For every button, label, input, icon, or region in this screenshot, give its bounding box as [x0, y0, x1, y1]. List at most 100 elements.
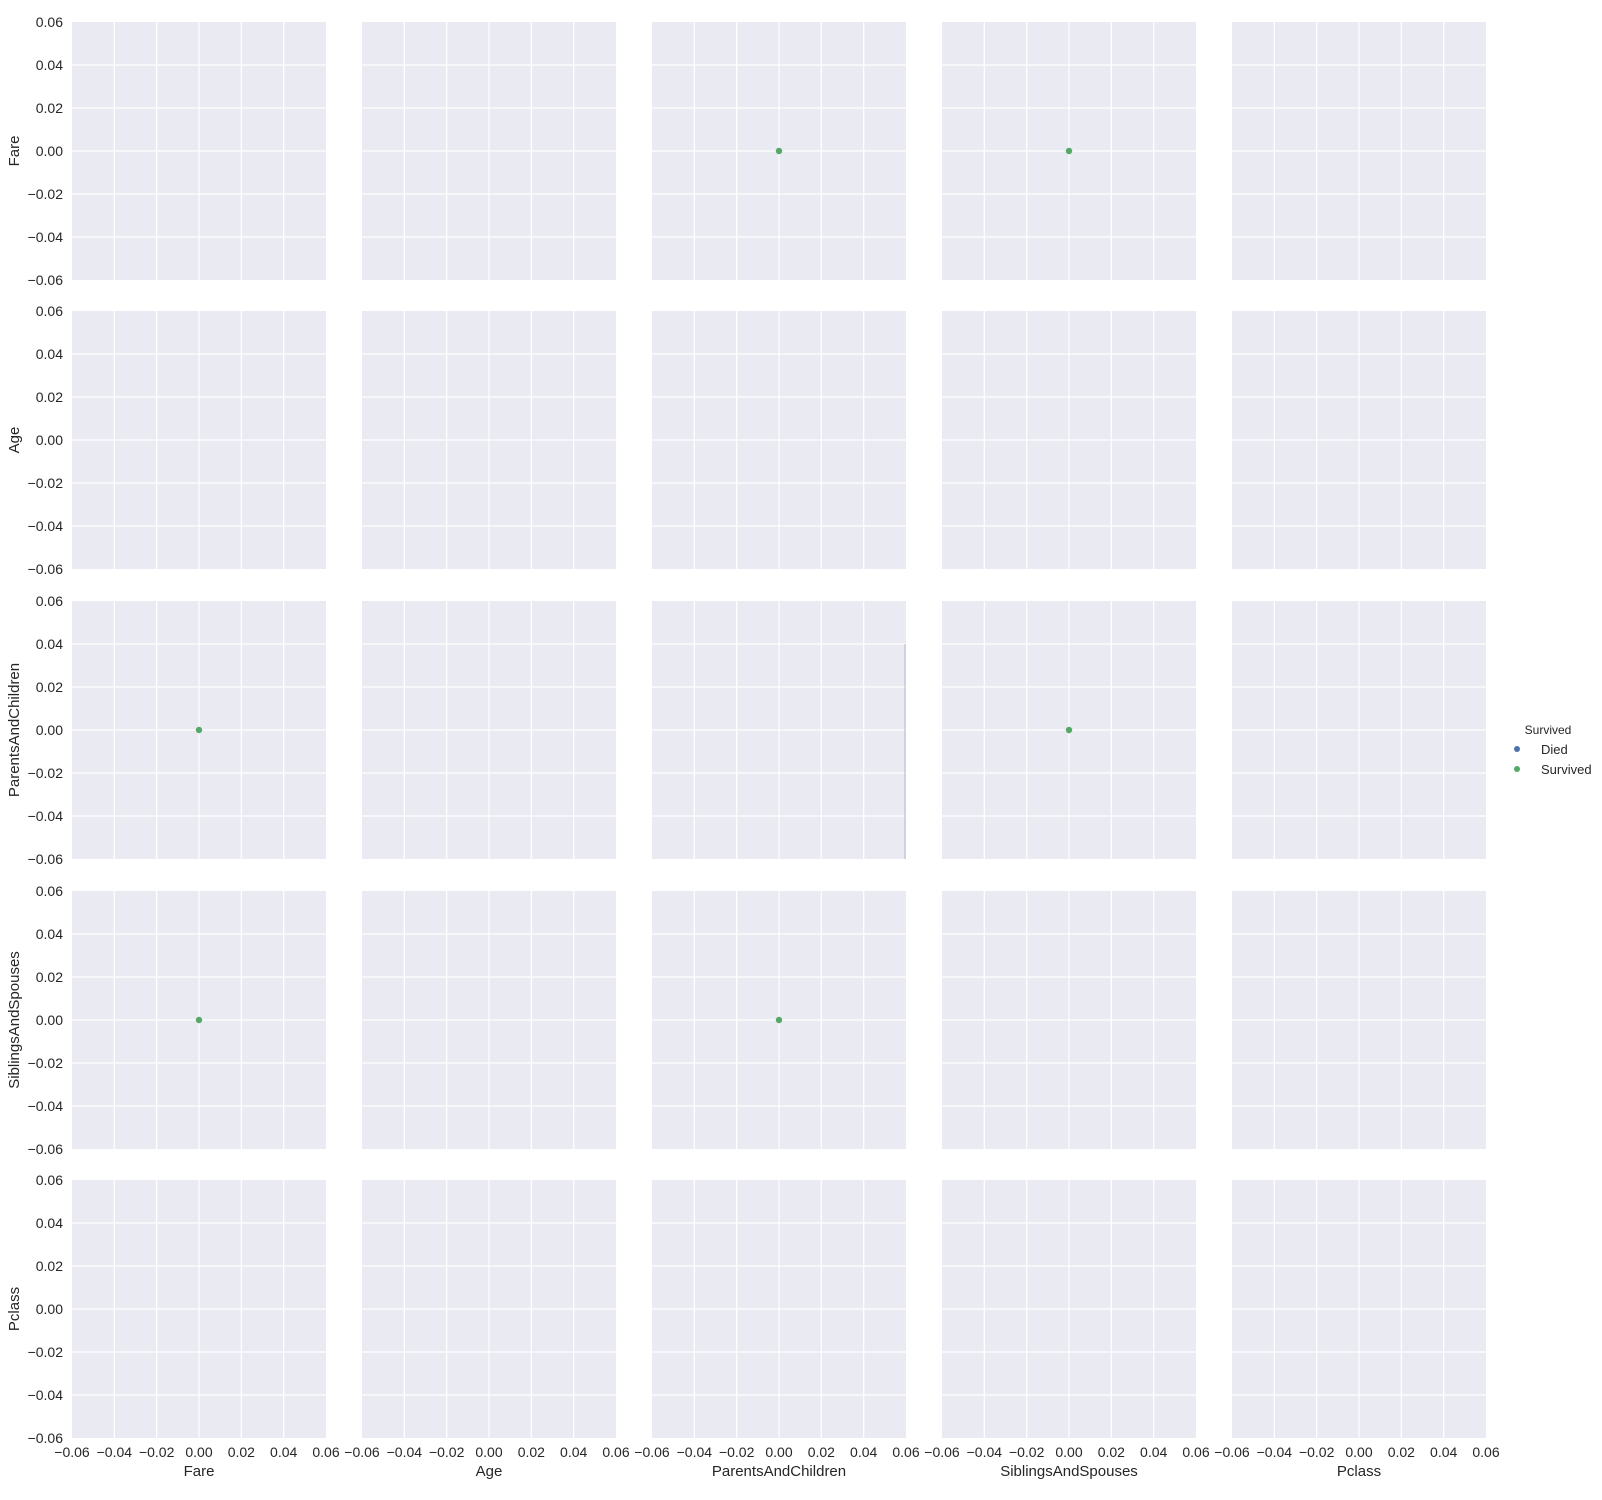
x-tick-label: −0.02 — [1299, 1444, 1335, 1460]
y-tick-label: −0.02 — [28, 186, 64, 202]
y-tick-label: −0.02 — [28, 1055, 64, 1071]
y-tick-label: 0.04 — [36, 57, 63, 73]
y-tick-label: −0.06 — [28, 1141, 64, 1157]
x-tick-label: 0.00 — [765, 1444, 792, 1460]
y-tick-label: 0.06 — [36, 14, 63, 30]
x-tick-label: 0.06 — [602, 1444, 629, 1460]
x-tick-label: 0.04 — [1140, 1444, 1167, 1460]
x-tick-label: 0.00 — [475, 1444, 502, 1460]
y-tick-label: −0.04 — [28, 229, 64, 245]
y-tick-label: 0.06 — [36, 883, 63, 899]
x-tick-label: 0.02 — [808, 1444, 835, 1460]
y-tick-label: 0.02 — [36, 679, 63, 695]
x-tick-label: 0.00 — [1345, 1444, 1372, 1460]
y-tick-label: 0.04 — [36, 926, 63, 942]
y-tick-label: −0.02 — [28, 475, 64, 491]
y-tick-label: 0.00 — [36, 1301, 63, 1317]
x-axis-label-Fare: Fare — [184, 1463, 215, 1480]
x-tick-label: 0.02 — [228, 1444, 255, 1460]
x-tick-label: 0.02 — [518, 1444, 545, 1460]
y-tick-label: 0.02 — [36, 389, 63, 405]
panel-Pclass-vs-Pclass — [1232, 1180, 1486, 1438]
panel-Pclass-vs-Fare — [72, 1180, 326, 1438]
x-tick-label: 0.04 — [850, 1444, 877, 1460]
x-tick-label: 0.06 — [892, 1444, 919, 1460]
y-tick-label: 0.04 — [36, 346, 63, 362]
panel-Age-vs-Fare — [72, 311, 326, 569]
y-tick-label: −0.02 — [28, 1344, 64, 1360]
y-axis-label-ParentsAndChildren: ParentsAndChildren — [6, 663, 23, 797]
scatter-point-3 — [1065, 726, 1073, 734]
y-tick-label: 0.02 — [36, 1258, 63, 1274]
x-axis-label-SiblingsAndSpouses: SiblingsAndSpouses — [1000, 1463, 1138, 1480]
y-tick-label: 0.06 — [36, 593, 63, 609]
legend-label-died: Died — [1541, 742, 1568, 757]
x-tick-label: −0.06 — [344, 1444, 380, 1460]
panel-Age-vs-ParentsAndChildren — [652, 311, 906, 569]
scatter-point-4 — [195, 1016, 203, 1024]
panel-SiblingsAndSpouses-vs-Age — [362, 891, 616, 1149]
panel-Age-vs-Age — [362, 311, 616, 569]
legend-marker-survived — [1514, 766, 1520, 772]
x-tick-label: 0.00 — [185, 1444, 212, 1460]
y-tick-label: −0.06 — [28, 272, 64, 288]
scatter-point-2 — [195, 726, 203, 734]
y-tick-label: −0.04 — [28, 1098, 64, 1114]
y-tick-label: 0.04 — [36, 1215, 63, 1231]
y-tick-label: −0.06 — [28, 561, 64, 577]
y-axis-label-Fare: Fare — [6, 136, 23, 167]
y-tick-label: −0.04 — [28, 518, 64, 534]
panel-Fare-vs-Fare — [72, 22, 326, 280]
y-tick-label: 0.00 — [36, 432, 63, 448]
y-tick-label: 0.06 — [36, 303, 63, 319]
y-axis-label-SiblingsAndSpouses: SiblingsAndSpouses — [6, 951, 23, 1089]
y-tick-label: 0.00 — [36, 722, 63, 738]
panel-Age-vs-Pclass — [1232, 311, 1486, 569]
y-tick-label: −0.06 — [28, 851, 64, 867]
panel-ParentsAndChildren-vs-ParentsAndChildren — [652, 601, 906, 859]
y-tick-label: 0.06 — [36, 1172, 63, 1188]
legend: Survived Died Survived — [1514, 723, 1592, 777]
panel-SiblingsAndSpouses-vs-SiblingsAndSpouses — [942, 891, 1196, 1149]
x-tick-label: −0.06 — [1214, 1444, 1250, 1460]
x-tick-label: −0.02 — [429, 1444, 465, 1460]
legend-title: Survived — [1525, 723, 1572, 737]
x-tick-label: 0.04 — [270, 1444, 297, 1460]
x-axis-label-Age: Age — [476, 1463, 503, 1480]
y-tick-label: 0.02 — [36, 100, 63, 116]
y-tick-label: 0.00 — [36, 143, 63, 159]
panel-ParentsAndChildren-vs-Age — [362, 601, 616, 859]
x-tick-label: 0.06 — [312, 1444, 339, 1460]
panel-Age-vs-SiblingsAndSpouses — [942, 311, 1196, 569]
x-tick-label: 0.00 — [1055, 1444, 1082, 1460]
panel-Pclass-vs-ParentsAndChildren — [652, 1180, 906, 1438]
x-tick-label: 0.04 — [1430, 1444, 1457, 1460]
y-tick-label: −0.04 — [28, 808, 64, 824]
x-tick-label: 0.02 — [1388, 1444, 1415, 1460]
x-tick-label: −0.06 — [634, 1444, 670, 1460]
y-tick-label: 0.04 — [36, 636, 63, 652]
scatter-point-1 — [1065, 147, 1073, 155]
x-axis-label-Pclass: Pclass — [1337, 1463, 1381, 1480]
y-axis-label-Pclass: Pclass — [6, 1287, 23, 1331]
x-tick-label: −0.04 — [97, 1444, 133, 1460]
panel-Pclass-vs-SiblingsAndSpouses — [942, 1180, 1196, 1438]
scatter-point-0 — [775, 147, 783, 155]
legend-marker-died — [1514, 746, 1520, 752]
x-tick-label: 0.06 — [1472, 1444, 1499, 1460]
x-tick-label: −0.04 — [967, 1444, 1003, 1460]
panel-Fare-vs-Age — [362, 22, 616, 280]
x-tick-label: −0.04 — [1257, 1444, 1293, 1460]
panel-Fare-vs-Pclass — [1232, 22, 1486, 280]
x-tick-label: 0.02 — [1098, 1444, 1125, 1460]
scatter-point-5 — [775, 1016, 783, 1024]
y-tick-label: −0.02 — [28, 765, 64, 781]
panel-SiblingsAndSpouses-vs-Pclass — [1232, 891, 1486, 1149]
panel-Pclass-vs-Age — [362, 1180, 616, 1438]
y-axis-label-Age: Age — [6, 427, 23, 454]
legend-label-survived: Survived — [1541, 762, 1592, 777]
x-tick-label: −0.06 — [54, 1444, 90, 1460]
x-tick-label: −0.06 — [924, 1444, 960, 1460]
y-tick-label: −0.04 — [28, 1387, 64, 1403]
